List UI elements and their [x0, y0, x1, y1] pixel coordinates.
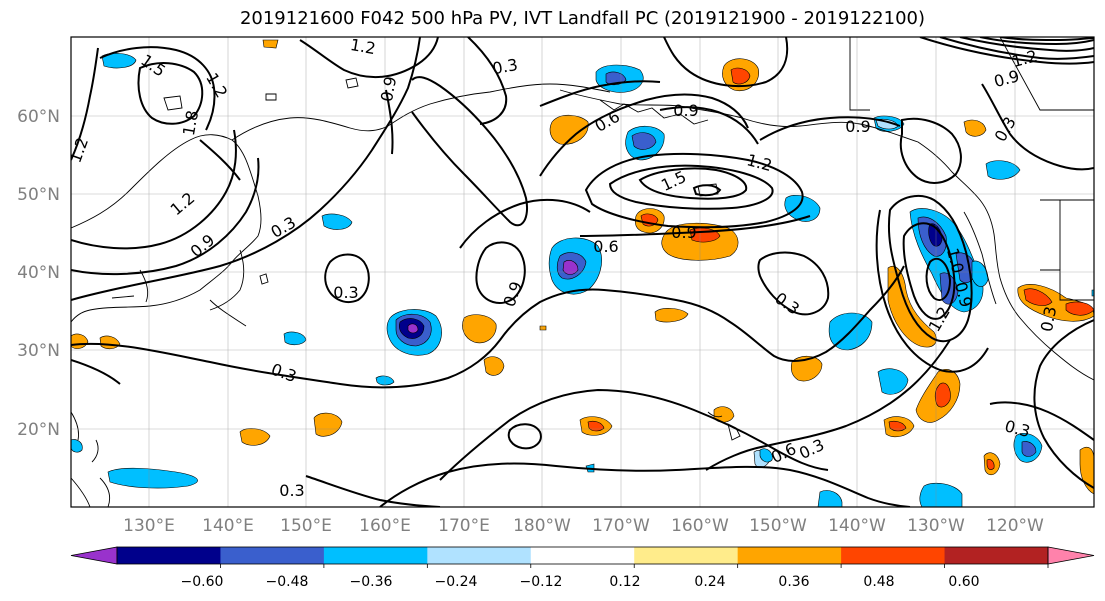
contour-label: 1.8 — [179, 109, 202, 137]
colorbar-extend-min — [70, 546, 118, 565]
colorbar-segment — [530, 547, 635, 564]
lon-label: 140°W — [828, 516, 886, 536]
colorbar-tick-label: 0.36 — [778, 574, 809, 590]
contour-label: 1.2 — [349, 35, 377, 58]
contour-label: 0.9 — [671, 223, 696, 242]
gridlines — [71, 37, 1094, 507]
contour-label: 0.9 — [845, 117, 870, 136]
colorbar-extend-max — [1047, 546, 1095, 565]
colorbar-tick-label: 0.48 — [863, 574, 894, 590]
contour-label: 0.3 — [333, 283, 358, 302]
lon-label: 170°E — [438, 516, 490, 536]
colorbar-tick-label: −0.24 — [435, 574, 478, 590]
colorbar-tick-labels: −0.60 −0.48 −0.36 −0.24 −0.12 0.12 0.24 … — [181, 574, 980, 590]
colorbar-segment — [634, 547, 739, 564]
contour-label: 0.9 — [673, 101, 698, 120]
colorbar-segment — [944, 547, 1049, 564]
longitude-labels: 130°E 140°E 150°E 160°E 170°E 180°W 170°… — [123, 516, 1044, 536]
colorbar-tick-label: −0.60 — [181, 574, 224, 590]
colorbar-segment — [323, 547, 428, 564]
lat-label: 30°N — [17, 341, 60, 361]
ivt-anomaly-fills — [71, 39, 1094, 507]
colorbar-tick-label: 0.12 — [609, 574, 640, 590]
colorbar-segment — [117, 547, 221, 564]
contour-label: 0.6 — [593, 237, 618, 256]
map-frame — [70, 36, 1095, 508]
colorbar-tick-label: −0.12 — [520, 574, 563, 590]
colorbar-tick-label: −0.36 — [350, 574, 393, 590]
lon-label: 150°W — [749, 516, 807, 536]
lon-label: 150°E — [280, 516, 332, 536]
lon-label: 130°W — [907, 516, 965, 536]
colorbar-segment — [737, 547, 842, 564]
colorbar-tick-label: 0.60 — [948, 574, 979, 590]
contour-label: 0.9 — [377, 75, 400, 103]
lon-label: 170°W — [592, 516, 650, 536]
colorbar-tick-label: −0.48 — [266, 574, 309, 590]
lon-label: 180°W — [513, 516, 571, 536]
colorbar — [70, 546, 1095, 568]
lon-label: 130°E — [123, 516, 175, 536]
colorbar-segment — [220, 547, 325, 564]
colorbar-segment — [427, 547, 532, 564]
map-plot-area: 1.5 1.2 1.2 1.8 1.2 1.2 0.9 0.3 0.3 0.9 … — [71, 35, 1094, 507]
lat-label: 40°N — [17, 263, 60, 283]
pv-contours — [71, 37, 1094, 507]
lon-label: 140°E — [202, 516, 254, 536]
colorbar-segment — [841, 547, 946, 564]
contour-label: 0.3 — [1037, 305, 1060, 333]
lon-label: 120°W — [986, 516, 1044, 536]
latitude-labels: 60°N 50°N 40°N 30°N 20°N — [17, 107, 60, 440]
contour-label: 0.3 — [279, 481, 304, 500]
colorbar-outline — [116, 546, 1049, 565]
lat-label: 20°N — [17, 420, 60, 440]
lon-label: 160°E — [359, 516, 411, 536]
lon-label: 160°W — [671, 516, 729, 536]
colorbar-tick-label: 0.24 — [694, 574, 725, 590]
lat-label: 50°N — [17, 185, 60, 205]
lat-label: 60°N — [17, 107, 60, 127]
contour-label: 0.3 — [491, 55, 519, 78]
figure-title: 2019121600 F042 500 hPa PV, IVT Landfall… — [239, 8, 926, 29]
